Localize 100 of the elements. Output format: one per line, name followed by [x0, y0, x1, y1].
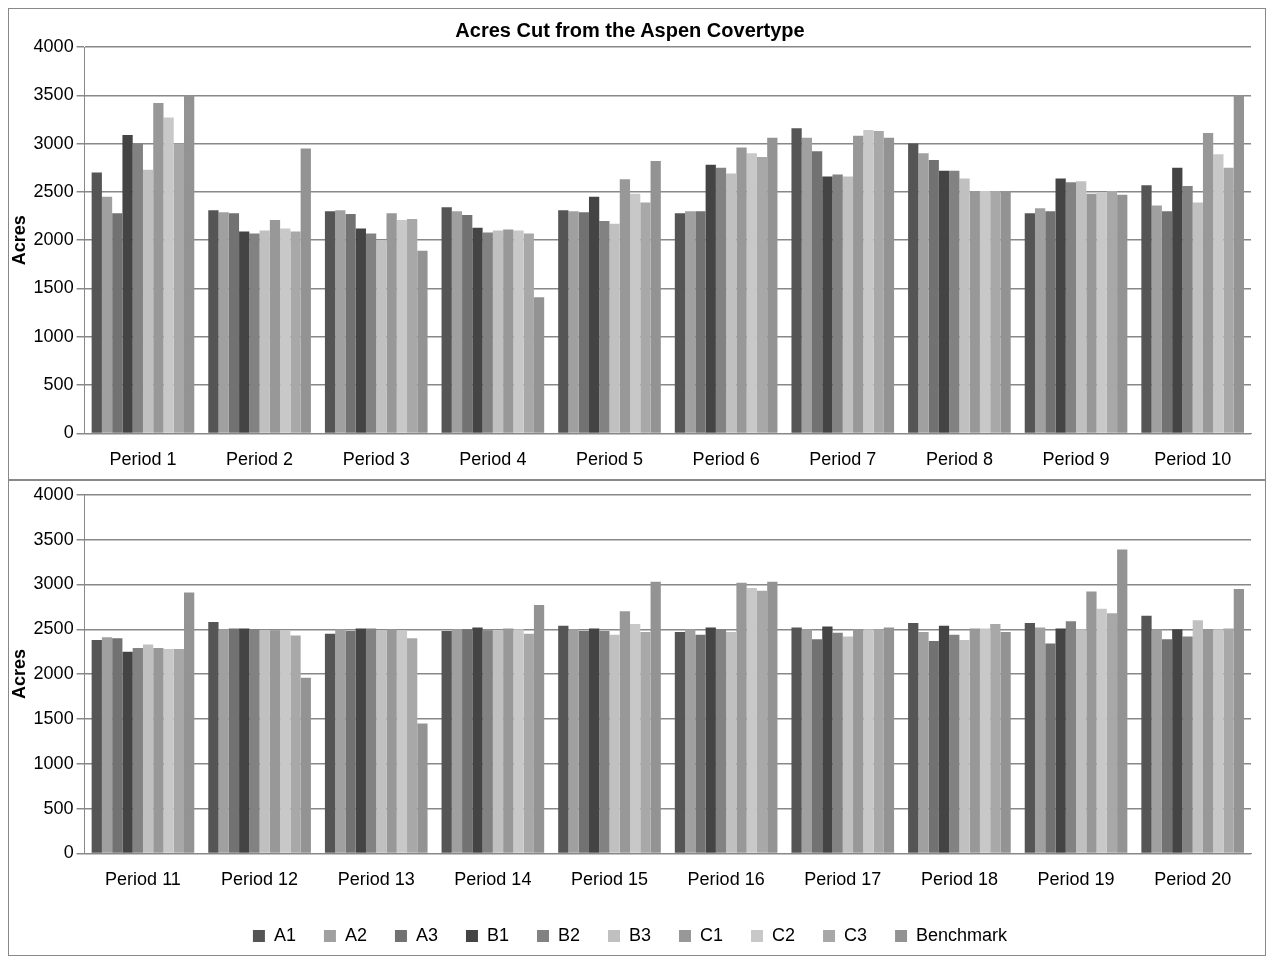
- bar: [1202, 629, 1214, 853]
- bar: [1096, 191, 1107, 433]
- bar: [811, 639, 823, 853]
- bar: [1151, 205, 1162, 433]
- y-tick-label: 1500: [33, 277, 74, 298]
- bar: [462, 629, 473, 853]
- bar: [908, 623, 919, 853]
- bar: [122, 651, 133, 853]
- bar: [1055, 178, 1066, 433]
- bar: [918, 631, 929, 853]
- y-tick-label: 3000: [33, 573, 74, 594]
- bar: [1045, 211, 1056, 433]
- bar: [290, 231, 301, 433]
- bar: [239, 628, 250, 853]
- bar: [619, 611, 631, 853]
- bar: [588, 628, 600, 853]
- bar: [1024, 213, 1035, 433]
- y-tick-label: 0: [63, 842, 74, 863]
- bar: [726, 173, 737, 433]
- bar: [1223, 628, 1234, 853]
- bar: [1141, 615, 1152, 853]
- bar: [685, 629, 696, 853]
- legend-label: C2: [772, 924, 796, 945]
- y-axis-title: Acres: [8, 649, 29, 700]
- bar: [990, 623, 1001, 853]
- bar: [290, 635, 301, 853]
- bar: [705, 627, 716, 853]
- x-tick-label: Period 20: [1154, 869, 1232, 890]
- bar: [842, 176, 854, 433]
- bar: [1106, 190, 1118, 433]
- bar: [1141, 185, 1152, 433]
- bar: [441, 631, 452, 853]
- bar: [969, 190, 980, 433]
- bar: [568, 211, 579, 433]
- bar: [726, 631, 737, 853]
- bar: [492, 631, 504, 853]
- bar: [863, 130, 874, 433]
- bar: [1086, 591, 1097, 853]
- y-tick-label: 0: [63, 422, 74, 443]
- bar: [259, 230, 270, 433]
- bar: [513, 629, 524, 853]
- bar: [736, 147, 747, 433]
- bar: [345, 631, 356, 853]
- bar: [355, 628, 366, 853]
- bar: [503, 628, 514, 853]
- legend-label: C3: [844, 924, 868, 945]
- bar: [619, 179, 631, 433]
- bar: [822, 176, 833, 433]
- legend-label: A1: [273, 924, 296, 945]
- bar: [1161, 211, 1173, 433]
- bar: [122, 134, 133, 433]
- bar: [91, 640, 102, 853]
- bar: [259, 630, 270, 853]
- bar: [695, 634, 706, 853]
- x-tick-label: Period 13: [337, 869, 415, 890]
- bar: [630, 193, 641, 433]
- bar: [863, 629, 874, 853]
- bar: [376, 630, 387, 853]
- bar: [153, 648, 164, 853]
- bar: [345, 214, 356, 433]
- bar: [173, 649, 185, 853]
- bar: [1213, 154, 1224, 433]
- bar: [578, 631, 589, 853]
- bar: [1202, 132, 1214, 433]
- bar: [386, 213, 397, 433]
- bar: [588, 196, 600, 433]
- bar: [441, 207, 452, 433]
- x-tick-label: Period 10: [1154, 449, 1232, 470]
- x-tick-label: Period 8: [925, 449, 993, 470]
- bar: [609, 634, 620, 853]
- legend-label: Benchmark: [916, 924, 1009, 945]
- bar: [853, 135, 864, 433]
- bar: [1172, 629, 1183, 853]
- bar: [1151, 629, 1162, 853]
- bar: [335, 629, 346, 853]
- bar: [112, 638, 123, 853]
- bar: [990, 190, 1001, 433]
- bar: [163, 117, 174, 433]
- bar: [1161, 639, 1173, 853]
- bar: [1055, 628, 1066, 853]
- bar: [101, 196, 113, 433]
- bar: [756, 157, 768, 433]
- bar: [791, 128, 802, 433]
- bar: [568, 629, 579, 853]
- y-tick-label: 2500: [33, 618, 74, 639]
- bar: [918, 153, 929, 433]
- bar: [280, 630, 291, 853]
- x-tick-label: Period 1: [109, 449, 177, 470]
- x-tick-label: Period 2: [226, 449, 294, 470]
- legend-label: A3: [415, 924, 438, 945]
- bar: [873, 131, 884, 433]
- bar: [523, 233, 534, 433]
- bar: [928, 160, 939, 433]
- legend-label: B1: [486, 924, 509, 945]
- x-tick-label: Period 7: [809, 449, 877, 470]
- y-tick-label: 4000: [33, 483, 74, 504]
- bar: [451, 629, 463, 853]
- bar: [756, 590, 768, 853]
- bar: [1034, 627, 1046, 853]
- y-tick-label: 3500: [33, 84, 74, 105]
